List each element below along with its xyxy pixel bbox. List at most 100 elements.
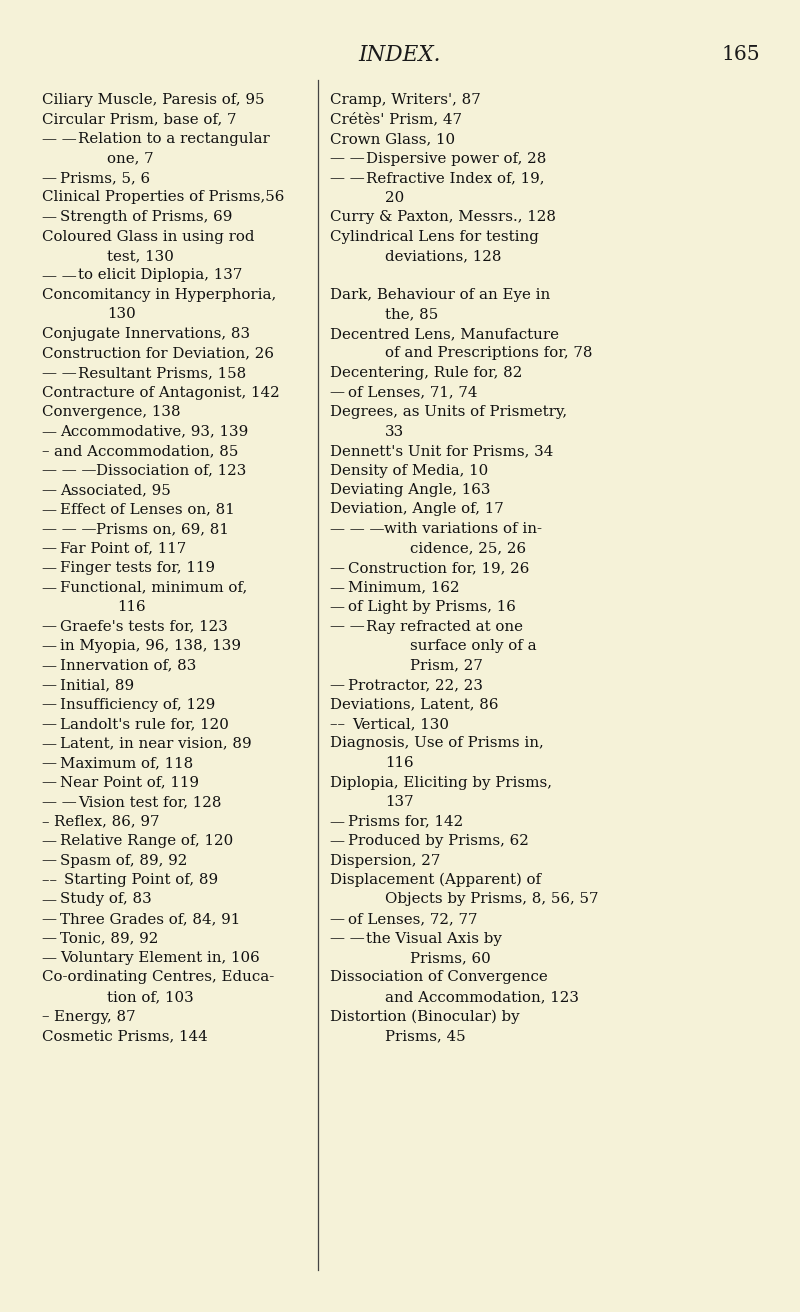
Text: in Myopia, 96, 138, 139: in Myopia, 96, 138, 139 bbox=[60, 639, 241, 653]
Text: Landolt's rule for, 120: Landolt's rule for, 120 bbox=[60, 716, 229, 731]
Text: one, 7: one, 7 bbox=[107, 151, 154, 165]
Text: of Light by Prisms, 16: of Light by Prisms, 16 bbox=[348, 600, 516, 614]
Text: Crown Glass, 10: Crown Glass, 10 bbox=[330, 133, 455, 146]
Text: of Lenses, 71, 74: of Lenses, 71, 74 bbox=[348, 386, 478, 399]
Text: Diagnosis, Use of Prisms in,: Diagnosis, Use of Prisms in, bbox=[330, 736, 544, 750]
Text: Diplopia, Eliciting by Prisms,: Diplopia, Eliciting by Prisms, bbox=[330, 775, 552, 790]
Text: — —: — — bbox=[42, 366, 82, 380]
Text: Near Point of, 119: Near Point of, 119 bbox=[60, 775, 199, 790]
Text: of and Prescriptions for, 78: of and Prescriptions for, 78 bbox=[385, 346, 593, 361]
Text: Displacement (Apparent) of: Displacement (Apparent) of bbox=[330, 872, 541, 887]
Text: 33: 33 bbox=[385, 425, 404, 438]
Text: Dispersive power of, 28: Dispersive power of, 28 bbox=[366, 151, 546, 165]
Text: Decentering, Rule for, 82: Decentering, Rule for, 82 bbox=[330, 366, 522, 380]
Text: Produced by Prisms, 62: Produced by Prisms, 62 bbox=[348, 834, 529, 848]
Text: Refractive Index of, 19,: Refractive Index of, 19, bbox=[366, 171, 545, 185]
Text: tion of, 103: tion of, 103 bbox=[107, 991, 194, 1004]
Text: Concomitancy in Hyperphoria,: Concomitancy in Hyperphoria, bbox=[42, 289, 276, 302]
Text: Maximum of, 118: Maximum of, 118 bbox=[60, 756, 194, 770]
Text: Deviations, Latent, 86: Deviations, Latent, 86 bbox=[330, 698, 498, 711]
Text: — —: — — bbox=[330, 151, 370, 165]
Text: Far Point of, 117: Far Point of, 117 bbox=[60, 542, 186, 555]
Text: to elicit Diplopia, 137: to elicit Diplopia, 137 bbox=[78, 269, 242, 282]
Text: Vertical, 130: Vertical, 130 bbox=[352, 716, 449, 731]
Text: Accommodative, 93, 139: Accommodative, 93, 139 bbox=[60, 425, 248, 438]
Text: Deviating Angle, 163: Deviating Angle, 163 bbox=[330, 483, 490, 497]
Text: Three Grades of, 84, 91: Three Grades of, 84, 91 bbox=[60, 912, 240, 926]
Text: INDEX.: INDEX. bbox=[358, 45, 442, 66]
Text: Vision test for, 128: Vision test for, 128 bbox=[78, 795, 222, 810]
Text: —: — bbox=[42, 580, 62, 594]
Text: —: — bbox=[42, 951, 62, 966]
Text: —: — bbox=[330, 580, 350, 594]
Text: Strength of Prisms, 69: Strength of Prisms, 69 bbox=[60, 210, 232, 224]
Text: Reflex, 86, 97: Reflex, 86, 97 bbox=[54, 815, 159, 828]
Text: cidence, 25, 26: cidence, 25, 26 bbox=[410, 542, 526, 555]
Text: —: — bbox=[42, 425, 62, 438]
Text: — —: — — bbox=[330, 171, 370, 185]
Text: Insufficiency of, 129: Insufficiency of, 129 bbox=[60, 698, 215, 711]
Text: Relative Range of, 120: Relative Range of, 120 bbox=[60, 834, 234, 848]
Text: Finger tests for, 119: Finger tests for, 119 bbox=[60, 562, 215, 575]
Text: Ciliary Muscle, Paresis of, 95: Ciliary Muscle, Paresis of, 95 bbox=[42, 93, 265, 108]
Text: Innervation of, 83: Innervation of, 83 bbox=[60, 659, 196, 673]
Text: the Visual Axis by: the Visual Axis by bbox=[366, 932, 502, 946]
Text: —: — bbox=[42, 932, 62, 946]
Text: Cramp, Writers', 87: Cramp, Writers', 87 bbox=[330, 93, 481, 108]
Text: Conjugate Innervations, 83: Conjugate Innervations, 83 bbox=[42, 327, 250, 341]
Text: deviations, 128: deviations, 128 bbox=[385, 249, 502, 262]
Text: Associated, 95: Associated, 95 bbox=[60, 483, 170, 497]
Text: —: — bbox=[42, 736, 62, 750]
Text: Prisms, 5, 6: Prisms, 5, 6 bbox=[60, 171, 150, 185]
Text: — —: — — bbox=[330, 619, 370, 634]
Text: Study of, 83: Study of, 83 bbox=[60, 892, 152, 907]
Text: —: — bbox=[330, 815, 350, 828]
Text: Starting Point of, 89: Starting Point of, 89 bbox=[64, 872, 218, 887]
Text: — — —: — — — bbox=[42, 463, 102, 478]
Text: Prisms on, 69, 81: Prisms on, 69, 81 bbox=[96, 522, 229, 537]
Text: 130: 130 bbox=[107, 307, 136, 321]
Text: —: — bbox=[42, 834, 62, 848]
Text: Dennett's Unit for Prisms, 34: Dennett's Unit for Prisms, 34 bbox=[330, 443, 554, 458]
Text: Construction for, 19, 26: Construction for, 19, 26 bbox=[348, 562, 530, 575]
Text: Prisms for, 142: Prisms for, 142 bbox=[348, 815, 463, 828]
Text: Prisms, 45: Prisms, 45 bbox=[385, 1029, 466, 1043]
Text: Minimum, 162: Minimum, 162 bbox=[348, 580, 460, 594]
Text: Dissociation of Convergence: Dissociation of Convergence bbox=[330, 971, 548, 984]
Text: —: — bbox=[42, 892, 62, 907]
Text: —: — bbox=[330, 912, 350, 926]
Text: —: — bbox=[42, 756, 62, 770]
Text: Prisms, 60: Prisms, 60 bbox=[410, 951, 490, 966]
Text: Voluntary Element in, 106: Voluntary Element in, 106 bbox=[60, 951, 260, 966]
Text: —: — bbox=[42, 678, 62, 691]
Text: —: — bbox=[42, 542, 62, 555]
Text: —: — bbox=[42, 502, 62, 517]
Text: — —: — — bbox=[330, 932, 370, 946]
Text: —: — bbox=[42, 171, 62, 185]
Text: ––: –– bbox=[330, 716, 350, 731]
Text: —: — bbox=[330, 562, 350, 575]
Text: — —: — — bbox=[42, 269, 82, 282]
Text: Degrees, as Units of Prismetry,: Degrees, as Units of Prismetry, bbox=[330, 405, 567, 419]
Text: with variations of in-: with variations of in- bbox=[384, 522, 542, 537]
Text: Decentred Lens, Manufacture: Decentred Lens, Manufacture bbox=[330, 327, 559, 341]
Text: Dispersion, 27: Dispersion, 27 bbox=[330, 854, 440, 867]
Text: Functional, minimum of,: Functional, minimum of, bbox=[60, 580, 247, 594]
Text: Effect of Lenses on, 81: Effect of Lenses on, 81 bbox=[60, 502, 234, 517]
Text: —: — bbox=[42, 619, 62, 634]
Text: Energy, 87: Energy, 87 bbox=[54, 1009, 136, 1023]
Text: —: — bbox=[330, 834, 350, 848]
Text: test, 130: test, 130 bbox=[107, 249, 174, 262]
Text: 116: 116 bbox=[385, 756, 414, 770]
Text: Coloured Glass in using rod: Coloured Glass in using rod bbox=[42, 230, 254, 244]
Text: surface only of a: surface only of a bbox=[410, 639, 537, 653]
Text: Relation to a rectangular: Relation to a rectangular bbox=[78, 133, 270, 146]
Text: the, 85: the, 85 bbox=[385, 307, 438, 321]
Text: Resultant Prisms, 158: Resultant Prisms, 158 bbox=[78, 366, 246, 380]
Text: Dissociation of, 123: Dissociation of, 123 bbox=[96, 463, 246, 478]
Text: Convergence, 138: Convergence, 138 bbox=[42, 405, 181, 419]
Text: Curry & Paxton, Messrs., 128: Curry & Paxton, Messrs., 128 bbox=[330, 210, 556, 224]
Text: Clinical Properties of Prisms,56: Clinical Properties of Prisms,56 bbox=[42, 190, 284, 205]
Text: 165: 165 bbox=[722, 46, 760, 64]
Text: Initial, 89: Initial, 89 bbox=[60, 678, 134, 691]
